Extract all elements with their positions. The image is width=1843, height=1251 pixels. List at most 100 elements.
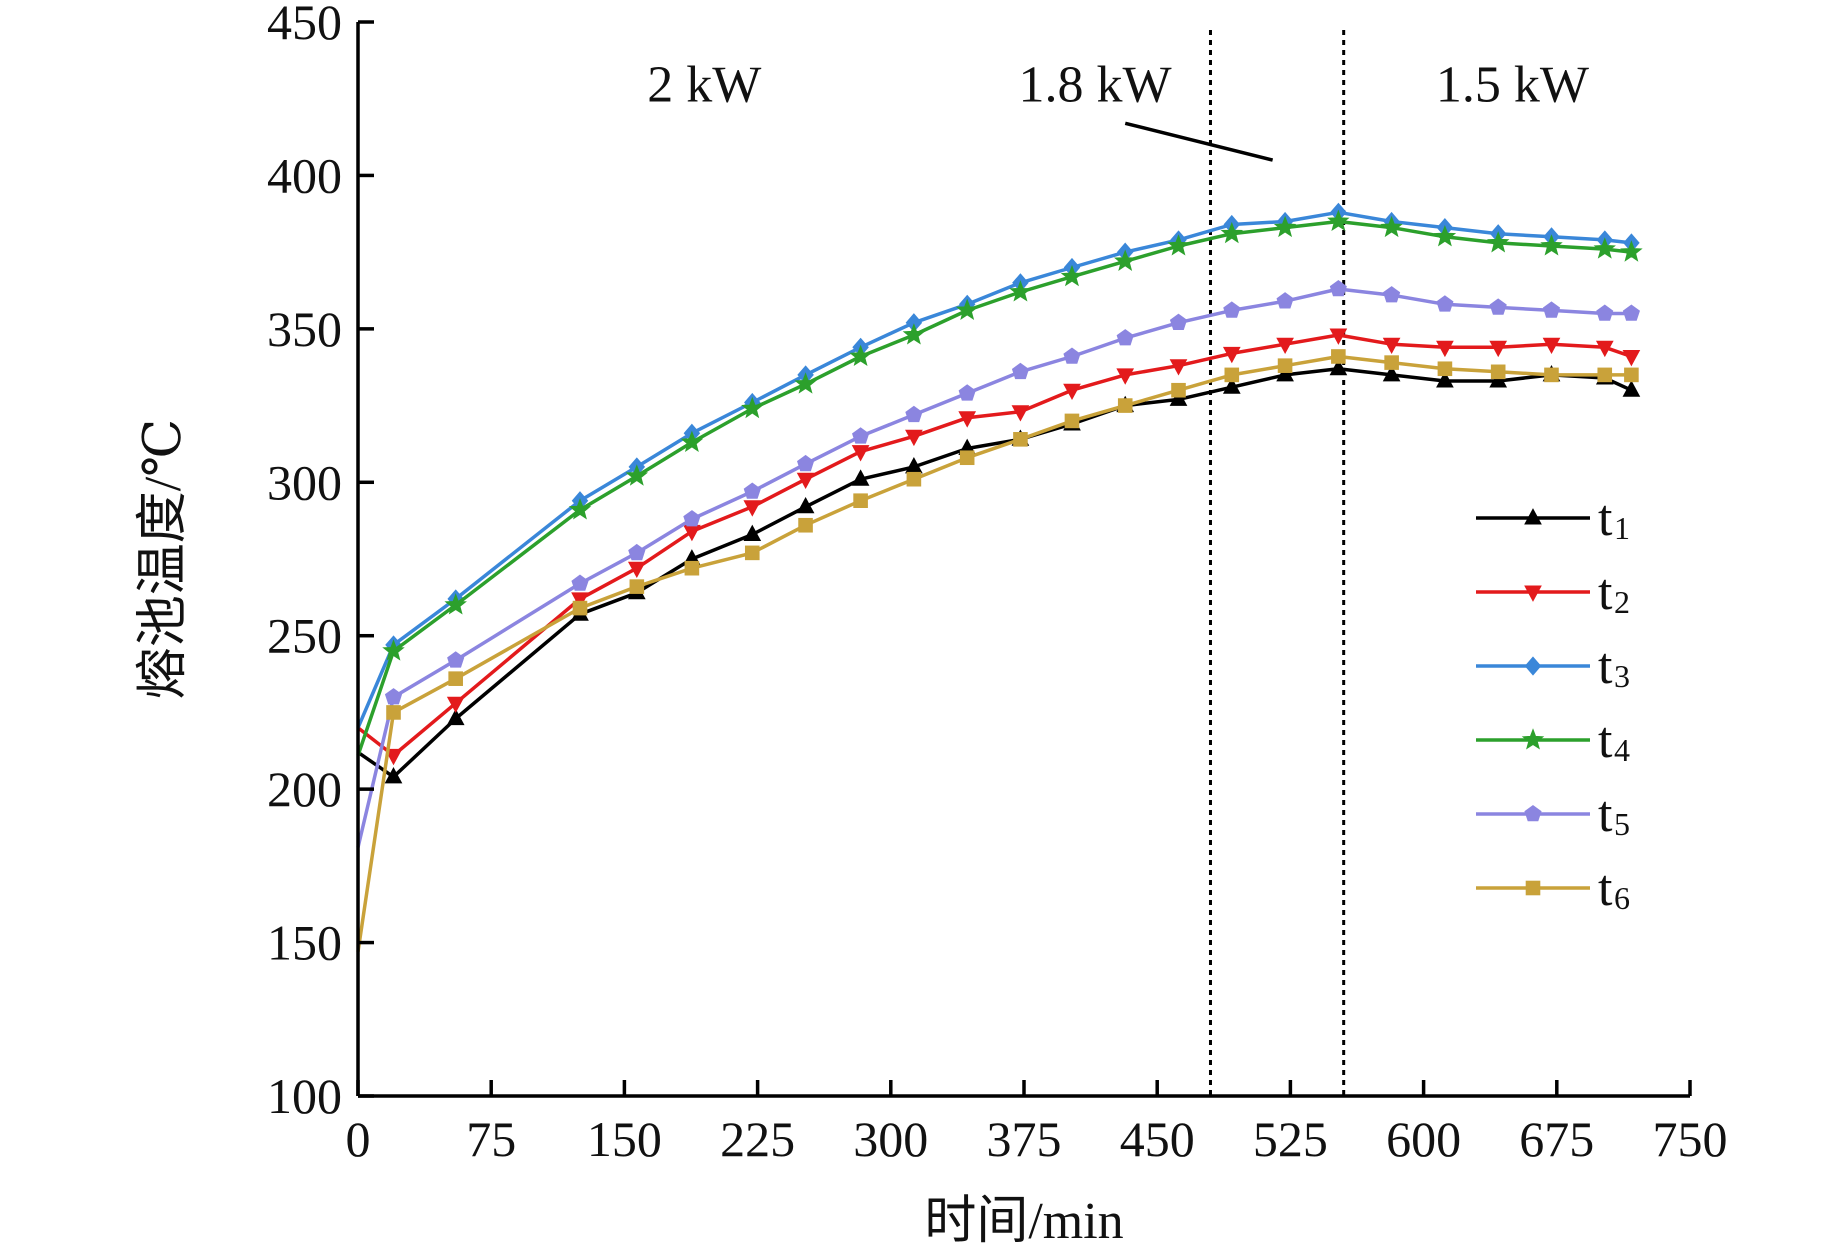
data-point <box>1489 371 1508 388</box>
x-tick-label: 375 <box>987 1111 1062 1167</box>
data-point <box>1593 237 1616 259</box>
legend-label: t <box>1598 564 1613 621</box>
data-point <box>1169 359 1188 376</box>
x-tick-label: 750 <box>1653 1111 1728 1167</box>
data-point <box>1329 279 1347 297</box>
data-point <box>1436 295 1454 312</box>
legend-label-subscript: 5 <box>1614 806 1630 842</box>
data-point <box>1622 380 1641 397</box>
data-point <box>1116 368 1135 385</box>
series-t5 <box>356 279 1640 848</box>
data-point <box>1595 340 1614 358</box>
data-point <box>958 384 976 401</box>
data-point <box>849 344 872 367</box>
y-tick-label: 450 <box>267 0 342 50</box>
data-point <box>1620 240 1643 262</box>
data-point <box>1222 377 1241 394</box>
data-point <box>628 543 646 561</box>
data-point <box>1382 365 1401 382</box>
data-point <box>1331 349 1346 364</box>
x-axis-title: 时间/min <box>924 1193 1123 1250</box>
y-ticks: 100 150 200 250 300 350 400 450 <box>267 0 374 1124</box>
series-t4 <box>356 209 1643 756</box>
data-point <box>1063 347 1081 364</box>
data-point <box>741 396 764 419</box>
data-point <box>744 545 760 561</box>
x-tick-label: 150 <box>587 1111 662 1167</box>
data-point <box>1436 371 1454 388</box>
series-line <box>356 287 1632 848</box>
data-point <box>1117 398 1133 413</box>
data-point <box>1113 249 1137 271</box>
data-point <box>384 688 403 705</box>
data-point <box>446 696 465 714</box>
data-point <box>1524 585 1542 602</box>
data-point <box>1276 292 1294 309</box>
data-point <box>1169 389 1188 406</box>
data-point <box>1380 215 1403 238</box>
data-point <box>1327 209 1350 232</box>
y-tick-label: 300 <box>267 454 342 510</box>
data-point <box>1011 405 1030 422</box>
power-label: 1.8 kW <box>1018 56 1171 113</box>
data-point <box>1224 367 1240 383</box>
legend-label-subscript: 6 <box>1614 880 1630 916</box>
data-point <box>1060 264 1084 287</box>
data-point <box>1223 301 1241 318</box>
x-tick-label: 600 <box>1386 1111 1461 1167</box>
series-t6 <box>356 349 1639 953</box>
data-point <box>1489 298 1507 315</box>
data-point <box>958 411 977 428</box>
data-point <box>905 429 923 447</box>
y-tick-label: 400 <box>267 147 342 203</box>
y-tick-label: 350 <box>267 301 342 357</box>
legend-label-subscript: 2 <box>1614 584 1630 620</box>
data-point <box>851 469 870 486</box>
data-point <box>796 496 815 514</box>
data-point <box>629 579 645 594</box>
data-point <box>796 472 815 490</box>
data-point <box>627 561 646 579</box>
data-point <box>1329 328 1348 345</box>
series-line <box>356 354 1632 953</box>
data-point <box>1525 880 1541 896</box>
data-point <box>1116 329 1134 346</box>
data-point <box>444 593 467 615</box>
data-point <box>1063 383 1081 401</box>
legend-label-subscript: 3 <box>1614 658 1630 694</box>
data-point <box>1596 304 1614 321</box>
data-point <box>446 708 465 726</box>
power-label: 2 kW <box>647 56 761 113</box>
legend-label-subscript: 1 <box>1614 510 1630 546</box>
legend-label: t <box>1598 490 1613 547</box>
data-point <box>797 454 815 472</box>
power-annotations: 2 kW 1.8 kW 1.5 kW <box>647 56 1589 162</box>
data-point <box>1540 234 1563 256</box>
legend: t 1t 2t 3t 4t 5t 6 <box>1476 490 1630 917</box>
data-point <box>625 464 649 486</box>
data-point <box>447 651 465 668</box>
data-point <box>1544 367 1559 383</box>
legend-label: t <box>1598 860 1613 917</box>
power-label: 1.5 kW <box>1436 56 1589 113</box>
x-tick-label: 75 <box>466 1111 516 1167</box>
data-point <box>684 560 700 576</box>
legend-label: t <box>1598 638 1613 695</box>
data-point <box>1622 350 1641 367</box>
series-layer <box>356 202 1643 953</box>
data-point <box>1436 340 1454 358</box>
data-point <box>1437 361 1453 377</box>
data-point <box>1013 432 1028 447</box>
data-point <box>1273 215 1297 238</box>
data-point <box>1329 358 1348 376</box>
data-point <box>1382 337 1401 355</box>
x-tick-label: 0 <box>346 1111 371 1167</box>
legend-label-subscript: 4 <box>1614 732 1630 768</box>
y-axis-title: 熔池温度/℃ <box>135 419 192 700</box>
data-point <box>852 427 870 444</box>
data-point <box>743 482 761 499</box>
annotation-leader-line <box>1124 121 1274 162</box>
data-point <box>902 323 926 345</box>
